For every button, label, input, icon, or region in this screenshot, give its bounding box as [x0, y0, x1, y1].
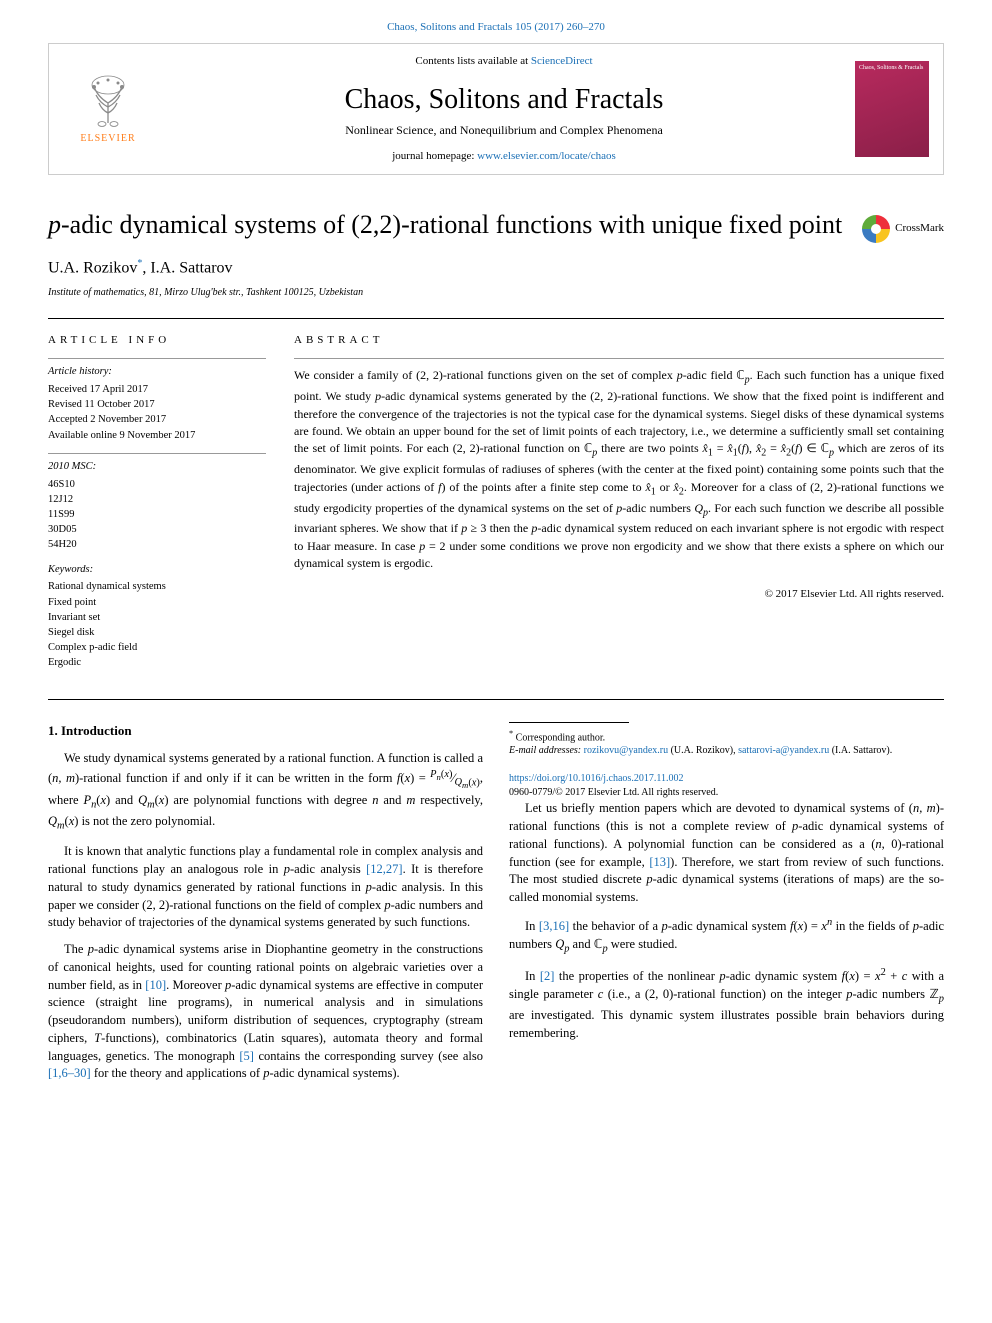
paragraph: In [3,16] the behavior of a p-adic dynam… [509, 916, 944, 957]
keyword: Ergodic [48, 655, 266, 670]
msc-code: 54H20 [48, 537, 266, 552]
msc-label: 2010 MSC: [48, 460, 266, 475]
homepage-prefix: journal homepage: [392, 150, 477, 162]
article-history: Article history: Received 17 April 2017 … [48, 358, 266, 443]
article-info-sidebar: ARTICLE INFO Article history: Received 1… [48, 333, 266, 681]
issn-copyright: 0960-0779/© 2017 Elsevier Ltd. All right… [509, 787, 718, 798]
msc-code: 11S99 [48, 507, 266, 522]
msc-block: 2010 MSC: 46S10 12J12 11S99 30D05 54H20 [48, 453, 266, 553]
email-note: E-mail addresses: rozikovu@yandex.ru (U.… [509, 744, 944, 758]
journal-name: Chaos, Solitons and Fractals [167, 80, 841, 119]
authors: U.A. Rozikov*, I.A. Sattarov [48, 257, 944, 280]
keyword: Rational dynamical systems [48, 579, 266, 594]
footnote-rule [509, 722, 629, 723]
contents-line: Contents lists available at ScienceDirec… [167, 54, 841, 69]
msc-code: 30D05 [48, 522, 266, 537]
article-title: p-adic dynamical systems of (2,2)-ration… [48, 209, 848, 242]
banner-center: Contents lists available at ScienceDirec… [167, 54, 841, 164]
footnotes: * Corresponding author. E-mail addresses… [509, 728, 944, 758]
keywords-label: Keywords: [48, 563, 266, 578]
abstract-body: We consider a family of (2, 2)-rational … [294, 358, 944, 572]
paragraph: The p-adic dynamical systems arise in Di… [48, 941, 483, 1083]
journal-subtitle: Nonlinear Science, and Nonequilibrium an… [167, 122, 841, 139]
corresponding-note: * Corresponding author. [509, 728, 944, 745]
contents-prefix: Contents lists available at [415, 55, 530, 67]
homepage-line: journal homepage: www.elsevier.com/locat… [167, 149, 841, 164]
msc-code: 46S10 [48, 477, 266, 492]
history-line: Accepted 2 November 2017 [48, 412, 266, 427]
publisher-logo: ELSEVIER [63, 64, 153, 154]
divider [48, 318, 944, 319]
history-line: Revised 11 October 2017 [48, 397, 266, 412]
article-info-heading: ARTICLE INFO [48, 333, 266, 348]
keyword: Complex p-adic field [48, 640, 266, 655]
history-line: Received 17 April 2017 [48, 382, 266, 397]
crossmark-badge[interactable]: CrossMark [862, 215, 944, 243]
abstract-heading: ABSTRACT [294, 333, 944, 348]
history-label: Article history: [48, 365, 266, 380]
elsevier-tree-icon [80, 73, 136, 129]
msc-code: 12J12 [48, 492, 266, 507]
keyword: Siegel disk [48, 625, 266, 640]
abstract-column: ABSTRACT We consider a family of (2, 2)-… [294, 333, 944, 681]
journal-cover-text: Chaos, Solitons & Fractals [859, 65, 923, 72]
keyword: Invariant set [48, 610, 266, 625]
abstract-copyright: © 2017 Elsevier Ltd. All rights reserved… [294, 587, 944, 602]
homepage-link[interactable]: www.elsevier.com/locate/chaos [477, 150, 616, 162]
publisher-name: ELSEVIER [80, 132, 135, 146]
keyword: Fixed point [48, 595, 266, 610]
paragraph: It is known that analytic functions play… [48, 843, 483, 932]
paragraph: We study dynamical systems generated by … [48, 750, 483, 834]
author-email-link[interactable]: sattarovi-a@yandex.ru [738, 745, 829, 756]
doi-link[interactable]: https://doi.org/10.1016/j.chaos.2017.11.… [509, 773, 683, 784]
affiliation: Institute of mathematics, 81, Mirzo Ulug… [48, 286, 944, 300]
crossmark-label: CrossMark [895, 221, 944, 236]
history-line: Available online 9 November 2017 [48, 428, 266, 443]
journal-cover-thumb: Chaos, Solitons & Fractals [855, 61, 929, 157]
paragraph: In [2] the properties of the nonlinear p… [509, 966, 944, 1043]
journal-citation: Chaos, Solitons and Fractals 105 (2017) … [48, 20, 944, 35]
author-email-link[interactable]: rozikovu@yandex.ru [584, 745, 668, 756]
crossmark-icon [862, 215, 890, 243]
sciencedirect-link[interactable]: ScienceDirect [531, 55, 593, 67]
keywords-block: Keywords: Rational dynamical systems Fix… [48, 563, 266, 671]
paragraph: Let us briefly mention papers which are … [509, 800, 944, 907]
doi-block: https://doi.org/10.1016/j.chaos.2017.11.… [509, 772, 944, 800]
section-heading: 1. Introduction [48, 722, 483, 740]
body-text: 1. Introduction We study dynamical syste… [48, 722, 944, 1085]
divider [48, 699, 944, 700]
header-banner: ELSEVIER Contents lists available at Sci… [48, 43, 944, 175]
